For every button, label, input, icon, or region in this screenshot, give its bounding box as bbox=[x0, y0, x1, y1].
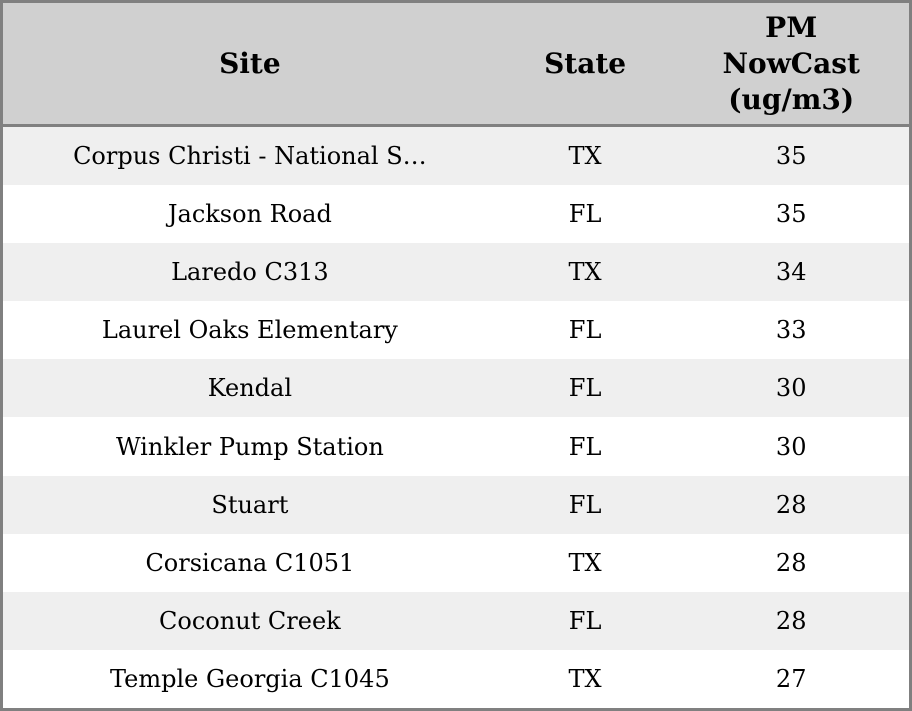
table-body: Corpus Christi - National S… TX 35 Jacks… bbox=[3, 127, 909, 708]
site-cell: Corsicana C1051 bbox=[145, 548, 355, 577]
pm-nowcast-cell: 28 bbox=[775, 490, 807, 519]
state-cell: TX bbox=[568, 142, 602, 171]
table-row: Winkler Pump Station FL 30 bbox=[3, 417, 909, 476]
table-row: Jackson Road FL 35 bbox=[3, 185, 909, 244]
site-cell: Winkler Pump Station bbox=[115, 432, 384, 461]
site-cell: Kendal bbox=[207, 374, 293, 403]
site-cell: Laurel Oaks Elementary bbox=[101, 316, 398, 345]
column-header-pm-nowcast: PM NowCast (ug/m3) bbox=[722, 10, 860, 116]
pm-nowcast-cell: 33 bbox=[775, 316, 807, 345]
table-row: Laurel Oaks Elementary FL 33 bbox=[3, 301, 909, 360]
site-cell: Stuart bbox=[211, 490, 289, 519]
site-cell: Coconut Creek bbox=[159, 606, 341, 635]
state-cell: FL bbox=[568, 490, 602, 519]
site-cell: Corpus Christi - National S… bbox=[73, 142, 427, 171]
state-cell: FL bbox=[568, 374, 602, 403]
site-cell: Laredo C313 bbox=[171, 258, 329, 287]
table-header-row: Site State PM NowCast (ug/m3) bbox=[3, 3, 909, 127]
column-header-state: State bbox=[544, 46, 627, 80]
site-cell: Jackson Road bbox=[167, 200, 332, 229]
table-row: Stuart FL 28 bbox=[3, 475, 909, 534]
state-cell: FL bbox=[568, 432, 602, 461]
state-cell: TX bbox=[568, 664, 602, 693]
table-row: Corsicana C1051 TX 28 bbox=[3, 533, 909, 592]
table-row: Coconut Creek FL 28 bbox=[3, 591, 909, 650]
pm-nowcast-cell: 30 bbox=[775, 374, 807, 403]
state-cell: FL bbox=[568, 316, 602, 345]
pm-nowcast-cell: 27 bbox=[775, 664, 807, 693]
table-row: Temple Georgia C1045 TX 27 bbox=[3, 649, 909, 708]
table-row: Kendal FL 30 bbox=[3, 359, 909, 418]
state-cell: FL bbox=[568, 606, 602, 635]
state-cell: TX bbox=[568, 258, 602, 287]
pm-nowcast-cell: 35 bbox=[775, 142, 807, 171]
table-row: Laredo C313 TX 34 bbox=[3, 243, 909, 302]
pm-nowcast-cell: 28 bbox=[775, 606, 807, 635]
pm-nowcast-cell: 28 bbox=[775, 548, 807, 577]
column-header-site: Site bbox=[219, 46, 281, 80]
site-cell: Temple Georgia C1045 bbox=[110, 664, 390, 693]
state-cell: TX bbox=[568, 548, 602, 577]
state-cell: FL bbox=[568, 200, 602, 229]
pm-nowcast-cell: 30 bbox=[775, 432, 807, 461]
pm-nowcast-cell: 35 bbox=[775, 200, 807, 229]
pm-nowcast-cell: 34 bbox=[775, 258, 807, 287]
table-row: Corpus Christi - National S… TX 35 bbox=[3, 127, 909, 186]
